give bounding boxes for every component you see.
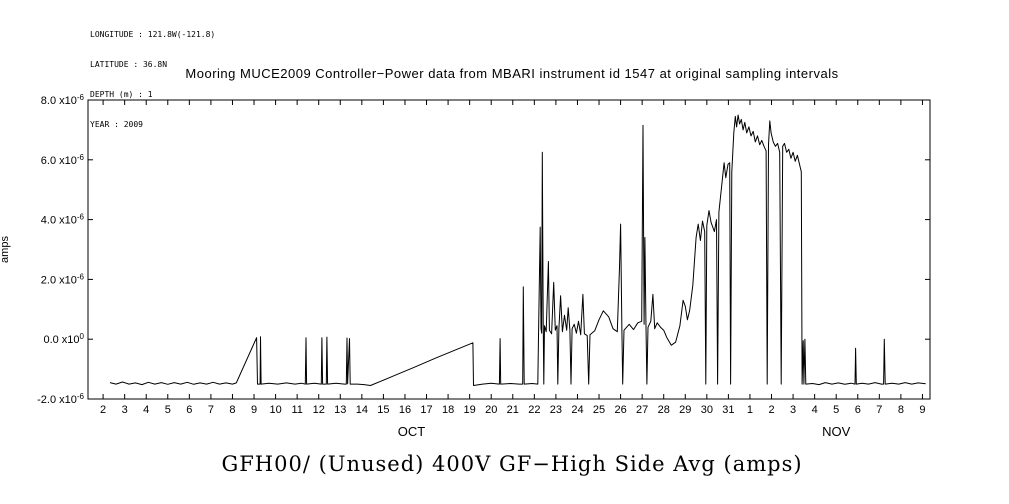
y-tick-label: 4.0 x10-6 — [41, 213, 85, 227]
x-tick-label: 27 — [636, 404, 648, 416]
data-series-line — [109, 114, 926, 386]
x-tick-label: 31 — [722, 404, 734, 416]
x-tick-label: 7 — [876, 404, 882, 416]
y-tick-label: 0.0 x100 — [43, 332, 84, 346]
x-tick-label: 13 — [334, 404, 346, 416]
x-tick-label: 4 — [812, 404, 818, 416]
x-tick-label: 18 — [442, 404, 454, 416]
x-tick-label: 28 — [658, 404, 670, 416]
x-tick-label: 14 — [356, 404, 368, 416]
y-axis-ticks: 8.0 x10-6 6.0 x10-6 4.0 x10-6 2.0 x10-6 0.0 … — [37, 93, 930, 406]
y-tick-label: 8.0 x10-6 — [41, 93, 85, 107]
x-tick-label: 11 — [291, 404, 302, 416]
x-tick-label: 25 — [593, 404, 605, 416]
x-tick-label: 30 — [701, 404, 713, 416]
x-tick-label: 2 — [100, 404, 106, 416]
y-tick-label: -2.0 x10-6 — [37, 392, 84, 406]
info-longitude: LONGITUDE : 121.8W(-121.8) — [90, 30, 216, 39]
x-tick-label: 5 — [833, 404, 839, 416]
x-tick-label: 15 — [377, 404, 389, 416]
x-tick-label: 6 — [855, 404, 861, 416]
info-latitude: LATITUDE : 36.8N — [90, 60, 168, 69]
x-tick-label: 16 — [399, 404, 411, 416]
y-tick-label: 2.0 x10-6 — [41, 272, 85, 286]
y-tick-label: 6.0 x10-6 — [41, 153, 85, 167]
month-labels: OCT NOV — [398, 424, 851, 439]
x-tick-label: 3 — [122, 404, 128, 416]
x-tick-label: 20 — [485, 404, 497, 416]
x-tick-label: 19 — [464, 404, 476, 416]
plot-title: Mooring MUCE2009 Controller−Power data f… — [185, 66, 839, 81]
x-tick-label: 24 — [571, 404, 583, 416]
x-axis-ticks: 2 3 4 5 6 7 8 9 10 11 12 13 14 15 16 17 18 19 20 21 22 23 24 25… — [100, 100, 926, 416]
x-tick-label: 12 — [313, 404, 325, 416]
x-tick-label: 8 — [229, 404, 235, 416]
x-tick-label: 8 — [898, 404, 904, 416]
month-label: OCT — [398, 424, 426, 439]
y-axis-label: amps — [0, 236, 11, 263]
info-depth: DEPTH (m) : 1 — [90, 90, 153, 99]
x-tick-label: 21 — [507, 404, 519, 416]
x-tick-label: 4 — [143, 404, 149, 416]
info-year: YEAR : 2009 — [90, 120, 143, 129]
x-tick-label: 10 — [269, 404, 281, 416]
x-tick-label: 3 — [790, 404, 796, 416]
x-tick-label: 6 — [186, 404, 192, 416]
x-tick-label: 9 — [251, 404, 257, 416]
x-tick-label: 17 — [420, 404, 432, 416]
x-tick-label: 1 — [747, 404, 753, 416]
axis-frame — [87, 99, 931, 400]
x-tick-label: 26 — [614, 404, 626, 416]
month-label: NOV — [822, 424, 851, 439]
x-tick-label: 5 — [165, 404, 171, 416]
x-tick-label: 7 — [208, 404, 214, 416]
x-tick-label: 29 — [679, 404, 691, 416]
bottom-title: GFH00/ (Unused) 400V GF−High Side Avg (a… — [221, 452, 803, 476]
x-tick-label: 22 — [528, 404, 540, 416]
x-tick-label: 23 — [550, 404, 562, 416]
x-tick-label: 9 — [919, 404, 925, 416]
x-tick-label: 2 — [768, 404, 774, 416]
header-info: LONGITUDE : 121.8W(-121.8) LATITUDE : 36… — [90, 10, 215, 150]
